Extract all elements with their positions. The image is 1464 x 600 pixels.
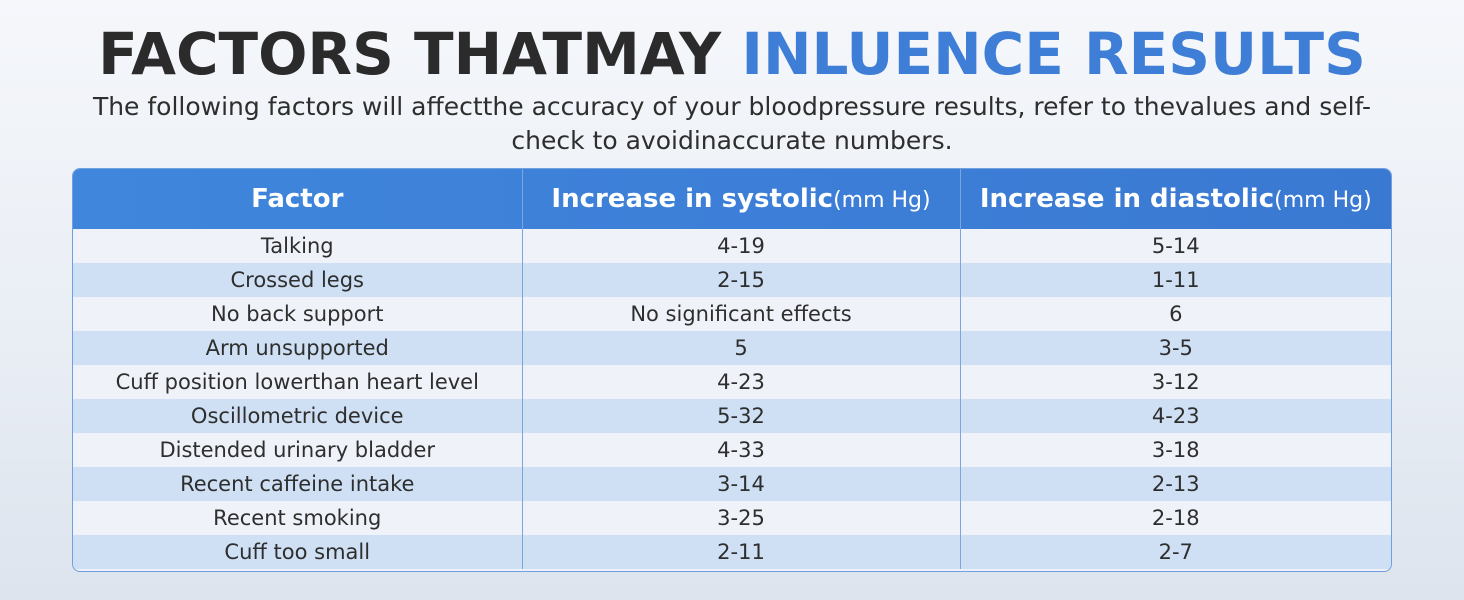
cell-diastolic: 5-14: [959, 229, 1391, 263]
cell-systolic: 2-15: [521, 263, 960, 297]
table-header-row: Factor Increase in systolic(mm Hg) Incre…: [73, 169, 1391, 229]
table-row: Arm unsupported 5 3-5: [73, 331, 1391, 365]
cell-factor: Recent smoking: [213, 506, 382, 530]
factors-table: Factor Increase in systolic(mm Hg) Incre…: [73, 169, 1391, 569]
cell-diastolic: 3-18: [959, 433, 1391, 467]
factors-table-container: Factor Increase in systolic(mm Hg) Incre…: [72, 168, 1392, 572]
page-title-highlight: INLUENCE RESULTS: [741, 20, 1366, 88]
cell-systolic: 4-19: [521, 229, 960, 263]
table-body: Talking 4-19 5-14 Crossed legs 2-15 1-11 No ba…: [73, 229, 1391, 569]
header-diastolic-unit: (mm Hg): [1274, 188, 1372, 213]
cell-systolic: 2-11: [521, 535, 960, 569]
cell-factor: Oscillometric device: [190, 404, 404, 428]
cell-factor: No back support: [211, 302, 384, 326]
header-systolic-unit: (mm Hg): [833, 188, 931, 213]
table-row: Oscillometric device 5-32 4-23: [73, 399, 1391, 433]
table-row: Cuff too small 2-11 2-7: [73, 535, 1391, 569]
table-row: Crossed legs 2-15 1-11: [73, 263, 1391, 297]
cell-factor: Talking: [260, 234, 334, 258]
cell-diastolic: 2-7: [959, 535, 1391, 569]
cell-factor: Arm unsupported: [205, 336, 389, 360]
cell-systolic: 3-14: [521, 467, 960, 501]
cell-systolic: 3-25: [521, 501, 960, 535]
table-header: Factor Increase in systolic(mm Hg) Incre…: [73, 169, 1391, 229]
cell-diastolic: 3-5: [959, 331, 1391, 365]
cell-diastolic: 6: [959, 297, 1391, 331]
page-subtitle: The following factors will affectthe acc…: [92, 92, 1372, 155]
header-diastolic: Increase in diastolic(mm Hg): [959, 169, 1391, 229]
cell-systolic: 5: [521, 331, 960, 365]
cell-systolic: 5-32: [521, 399, 960, 433]
table-row: Distended urinary bladder 4-33 3-18: [73, 433, 1391, 467]
cell-diastolic: 3-12: [959, 365, 1391, 399]
header-systolic-label: Increase in systolic: [551, 184, 834, 214]
cell-systolic: No significant effects: [521, 297, 960, 331]
table-row: Recent smoking 3-25 2-18: [73, 501, 1391, 535]
table-row: Recent caffeine intake 3-14 2-13: [73, 467, 1391, 501]
header-factor-label: Factor: [251, 184, 344, 214]
cell-factor: Distended urinary bladder: [159, 438, 436, 462]
cell-systolic: 4-23: [521, 365, 960, 399]
table-row: Cuff position lowerthan heart level 4-23 3…: [73, 365, 1391, 399]
cell-diastolic: 4-23: [959, 399, 1391, 433]
cell-diastolic: 1-11: [959, 263, 1391, 297]
header-factor: Factor: [73, 169, 522, 229]
header-diastolic-label: Increase in diastolic: [979, 184, 1275, 214]
page-title-main: FACTORS THATMAY: [98, 20, 722, 88]
cell-factor: Recent caffeine intake: [180, 472, 415, 496]
cell-factor: Crossed legs: [230, 268, 365, 292]
header-systolic: Increase in systolic(mm Hg): [521, 169, 960, 229]
cell-diastolic: 2-13: [959, 467, 1391, 501]
cell-systolic: 4-33: [521, 433, 960, 467]
cell-factor: Cuff too small: [224, 540, 371, 564]
cell-diastolic: 2-18: [959, 501, 1391, 535]
table-row: Talking 4-19 5-14: [73, 229, 1391, 263]
table-row: No back support No significant effects 6: [73, 297, 1391, 331]
page-title: FACTORS THATMAY INLUENCE RESULTS: [0, 18, 1464, 90]
cell-factor: Cuff position lowerthan heart level: [115, 370, 479, 394]
